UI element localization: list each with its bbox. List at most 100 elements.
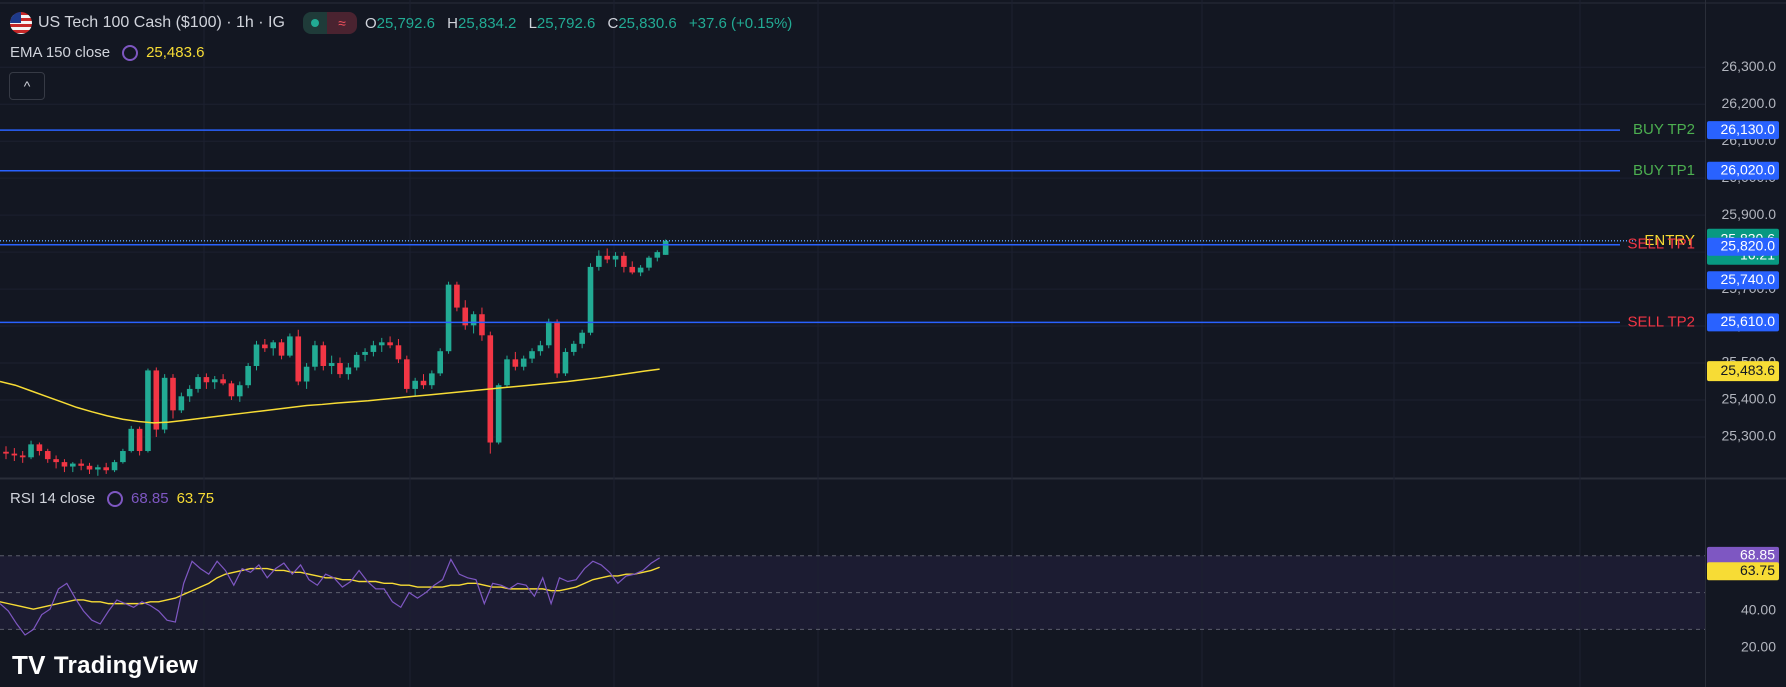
candle-body xyxy=(529,351,535,359)
open-value: 25,792.6 xyxy=(376,14,435,32)
change-value: +37.6 (+0.15%) xyxy=(688,14,793,32)
candle-body xyxy=(19,455,26,458)
price-tick-label: 25,900.0 xyxy=(1722,206,1777,222)
candle-body xyxy=(61,462,68,467)
candle-body xyxy=(111,462,118,471)
candle-body xyxy=(612,255,619,260)
candle-body xyxy=(53,459,59,463)
candle-body xyxy=(504,359,510,386)
collapse-legend-button[interactable]: ^ xyxy=(9,72,45,100)
rsi-value-badge: 68.85 xyxy=(1740,547,1775,563)
candle-body xyxy=(378,342,385,346)
candle-body xyxy=(337,363,343,375)
market-open-dot-icon xyxy=(302,12,327,34)
candle-body xyxy=(654,252,661,258)
high-label: H xyxy=(447,14,459,32)
candle-body xyxy=(120,451,126,463)
candle-body xyxy=(161,377,168,430)
rsi-legend[interactable]: RSI 14 close 68.85 63.75 xyxy=(10,490,214,507)
rsi-ma-value-badge-bg xyxy=(1707,562,1779,581)
close-value: 25,830.6 xyxy=(618,14,677,32)
close-label: C xyxy=(607,14,619,32)
candle-body xyxy=(345,367,352,375)
buy-tp2-price-badge: 26,130.0 xyxy=(1721,121,1776,137)
level-label: BUY TP1 xyxy=(1633,162,1695,179)
candle-body xyxy=(145,370,151,452)
candle-body xyxy=(328,363,335,366)
market-status-pill[interactable]: ≈ xyxy=(302,12,357,34)
open-label: O xyxy=(364,14,377,32)
candle-body xyxy=(395,345,402,360)
ema-legend-label: EMA 150 close xyxy=(10,44,111,61)
ohlc-readout: O25,792.6 H25,834.2 L25,792.6 C25,830.6 … xyxy=(365,15,800,32)
candle-body xyxy=(587,266,594,333)
ema-legend[interactable]: EMA 150 close 25,483.6 xyxy=(10,44,204,61)
candle-body xyxy=(370,345,377,352)
candle-body xyxy=(3,451,9,454)
candle-body xyxy=(495,385,502,443)
symbol-title[interactable]: US Tech 100 Cash ($100) · 1h · IG xyxy=(38,14,285,31)
candle-body xyxy=(262,344,268,349)
candle-body xyxy=(303,366,310,382)
candle-body xyxy=(295,336,302,382)
candle-body xyxy=(646,257,652,268)
candle-body xyxy=(353,354,360,368)
candle-body xyxy=(629,266,636,273)
candle-body xyxy=(604,255,610,260)
candle-body xyxy=(420,380,427,386)
candle-body xyxy=(512,359,519,367)
candle-body xyxy=(637,267,644,273)
rsi-cycle-icon[interactable] xyxy=(107,490,124,507)
candle-body xyxy=(136,428,143,452)
price-tick-label: 25,300.0 xyxy=(1722,428,1777,444)
waves-icon: ≈ xyxy=(326,12,357,34)
rsi-legend-value: 68.85 xyxy=(131,490,169,507)
candle-body xyxy=(86,465,93,470)
candle-body xyxy=(412,380,418,389)
candle-body xyxy=(320,345,327,366)
candle-body xyxy=(11,453,18,456)
candle-body xyxy=(270,342,276,349)
rsi-ma-line xyxy=(0,566,660,610)
candle-body xyxy=(454,284,460,308)
candle-body xyxy=(245,365,251,386)
ema-price-badge-bg xyxy=(1707,361,1779,382)
candle-body xyxy=(312,345,318,367)
candle-body xyxy=(562,351,569,374)
candle-body xyxy=(78,463,84,466)
candle-body xyxy=(362,351,368,355)
candle-body xyxy=(211,379,218,383)
candle-body xyxy=(170,377,176,411)
low-label: L xyxy=(528,14,537,32)
candle-body xyxy=(36,444,43,452)
indicator-cycle-icon[interactable] xyxy=(122,44,139,61)
low-value: 25,792.6 xyxy=(536,14,596,32)
candle-body xyxy=(186,388,193,397)
candle-body xyxy=(278,342,285,356)
high-value: 25,834.2 xyxy=(458,14,517,32)
candle-body xyxy=(95,467,101,470)
candle-body xyxy=(387,342,393,346)
sell-tp1-price-badge: 25,820.0 xyxy=(1721,237,1776,253)
candle-body xyxy=(470,314,477,326)
candle-body xyxy=(437,351,443,374)
rsi-ma-legend-value: 63.75 xyxy=(176,490,215,507)
ema-legend-value: 25,483.6 xyxy=(146,44,205,61)
level-label: BUY TP2 xyxy=(1633,121,1695,138)
buy-tp2-price-badge-bg xyxy=(1707,121,1779,140)
candle-body xyxy=(153,370,160,430)
tradingview-logo[interactable]: TV TradingView xyxy=(12,650,198,681)
candle-body xyxy=(220,379,226,384)
chevron-up-icon: ^ xyxy=(23,78,31,94)
rsi-line xyxy=(0,557,660,636)
candle-body xyxy=(537,345,544,352)
buy-tp1-price-badge-bg xyxy=(1707,161,1779,180)
candle-body xyxy=(429,373,435,386)
candle-body xyxy=(237,385,243,397)
candle-body xyxy=(70,463,76,467)
level-25740-price-badge: 25,740.0 xyxy=(1721,271,1776,287)
candle-body xyxy=(103,467,109,471)
rsi-tick-label: 20.00 xyxy=(1741,639,1776,655)
level-25740-price-badge-bg xyxy=(1707,271,1779,290)
